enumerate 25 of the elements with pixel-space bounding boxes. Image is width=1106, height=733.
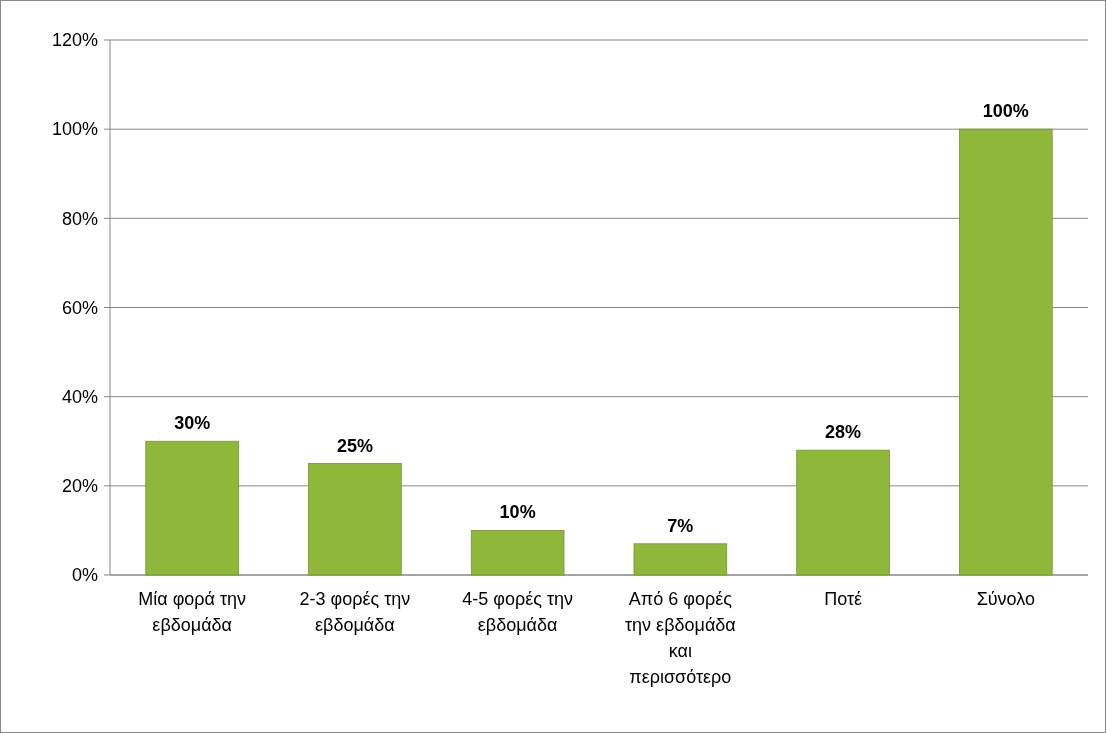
y-tick-label: 20% xyxy=(61,476,98,497)
bar xyxy=(470,530,565,576)
bar xyxy=(145,440,239,576)
x-tick-label: 4-5 φορές την εβδομάδα xyxy=(462,589,574,635)
bar xyxy=(796,449,890,576)
data-label: 28% xyxy=(825,422,862,443)
x-tick-label: Ποτέ xyxy=(824,589,863,609)
x-tick-label: Από 6 φορές την εβδομάδα και περισσότερο xyxy=(625,589,736,687)
y-tick-label: 0% xyxy=(71,565,98,586)
bar xyxy=(308,463,402,576)
data-label: 25% xyxy=(336,435,373,456)
y-tick-label: 120% xyxy=(51,30,98,51)
y-tick-label: 100% xyxy=(51,119,98,140)
y-tick-label: 40% xyxy=(61,386,98,407)
x-tick-label: Σύνολο xyxy=(976,589,1036,609)
y-tick-label: 80% xyxy=(61,208,98,229)
data-label: 10% xyxy=(499,502,536,523)
data-label: 100% xyxy=(982,101,1029,122)
x-tick-label: Μία φορά την εβδομάδα xyxy=(138,589,247,635)
bar xyxy=(633,543,728,576)
bar xyxy=(959,128,1053,576)
y-tick-label: 60% xyxy=(61,297,98,318)
x-tick-label: 2-3 φορές την εβδομάδα xyxy=(299,589,411,635)
data-label: 30% xyxy=(174,413,211,434)
data-label: 7% xyxy=(667,515,694,536)
